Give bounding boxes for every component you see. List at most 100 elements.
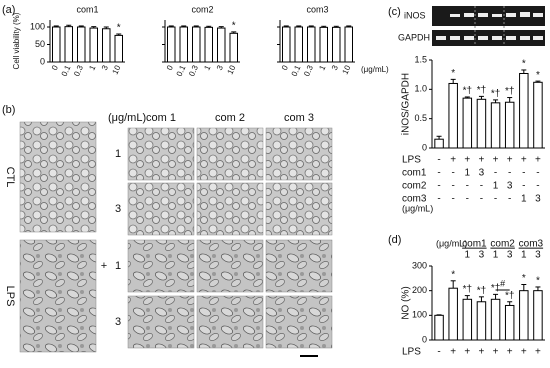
y-axis-label: iNOS/GAPDH: [401, 73, 412, 135]
column-header: com 3: [284, 112, 314, 124]
annotation: *†: [477, 285, 486, 296]
bar: [179, 26, 188, 63]
x-tick-label: 1: [317, 63, 327, 71]
bar: [533, 81, 543, 149]
table-cell: -: [452, 194, 455, 205]
column-header: com 1: [146, 112, 176, 124]
bar: [114, 34, 123, 63]
blot: [432, 6, 545, 46]
table-row-label: com3: [402, 194, 427, 205]
dose-label: 3: [115, 316, 121, 328]
table-cell: 3: [479, 168, 485, 179]
micrographs: [19, 121, 333, 353]
bar: [504, 304, 515, 341]
bar: [204, 26, 213, 63]
table-cell: -: [452, 168, 455, 179]
bar: [476, 301, 487, 341]
annotation: *: [232, 21, 236, 32]
y-tick-label: 0: [422, 142, 427, 152]
unit: (μg/mL): [108, 112, 146, 124]
bar: [229, 32, 238, 63]
table-cell: -: [452, 181, 455, 192]
row-label: LPS: [4, 286, 16, 307]
table-cell: -: [522, 168, 525, 179]
group-dose: 1: [493, 250, 499, 261]
x-tick-label: 0.1: [290, 63, 303, 77]
table-row-label: LPS: [402, 347, 421, 358]
y-tick-label: 100: [30, 21, 45, 31]
x-tick-label: 3: [215, 63, 225, 71]
annotation: *: [451, 269, 455, 280]
y-tick-label: 200: [412, 285, 427, 295]
group-label: com1: [462, 239, 487, 250]
bar: [476, 98, 487, 149]
bar: [282, 26, 291, 63]
table-cell: +: [535, 347, 541, 358]
table-cell: +: [535, 155, 541, 166]
bar: [434, 138, 444, 149]
table-cell: -: [437, 347, 440, 358]
x-tick-label: 10: [111, 63, 123, 75]
bar: [77, 26, 86, 63]
x-tick-label: 0.1: [175, 63, 188, 77]
annotation: *†: [477, 85, 486, 96]
bar: [319, 26, 328, 63]
table-cell: +: [479, 155, 485, 166]
x-tick-label: 1: [202, 63, 212, 71]
table-cell: +: [507, 155, 513, 166]
y-tick-label: 0: [40, 56, 45, 66]
y-tick-label: 300: [412, 260, 427, 270]
bar: [504, 101, 515, 149]
y-tick-label: 50: [35, 39, 45, 49]
bar: [490, 102, 501, 149]
note: #: [500, 278, 505, 288]
bar: [102, 28, 111, 63]
annotation: *†: [491, 283, 500, 294]
table-cell: -: [480, 194, 483, 205]
annotation: *†: [505, 86, 514, 97]
annotation: *†: [505, 290, 514, 301]
bar: [519, 290, 529, 341]
bar: [217, 27, 226, 63]
band-label: iNOS: [404, 10, 426, 20]
annotation: *: [536, 276, 540, 287]
group-label: com3: [519, 239, 544, 250]
x-tick-label: 0.3: [302, 63, 315, 77]
band-label: GAPDH: [398, 32, 430, 42]
table-cell: +: [450, 347, 456, 358]
dose-label: 3: [115, 203, 121, 215]
bar: [344, 26, 353, 63]
table-cell: -: [466, 181, 469, 192]
x-tick-label: 10: [341, 63, 353, 75]
chart-title: com3: [306, 4, 328, 14]
table-cell: +: [507, 347, 513, 358]
y-axis-label: Cell viability (%): [12, 12, 21, 69]
group-label: com2: [490, 239, 515, 250]
table-cell: 3: [507, 181, 513, 192]
annotation: *: [522, 273, 526, 284]
bar: [52, 26, 61, 63]
bar: [89, 27, 98, 63]
table-cell: +: [521, 155, 527, 166]
table-cell: -: [466, 194, 469, 205]
table-cell: -: [437, 181, 440, 192]
bar: [490, 298, 501, 341]
table-cell: -: [437, 155, 440, 166]
x-tick-label: 0: [165, 63, 175, 71]
table-cell: +: [450, 155, 456, 166]
table-row-label: com2: [402, 181, 427, 192]
table-cell: +: [521, 347, 527, 358]
table-cell: -: [536, 181, 539, 192]
table-cell: -: [522, 181, 525, 192]
table-cell: 1: [465, 168, 471, 179]
table-cell: -: [508, 168, 511, 179]
group-dose: 1: [465, 250, 471, 261]
group-dose: 3: [479, 250, 485, 261]
table-cell: -: [494, 168, 497, 179]
dose-label: 1: [115, 260, 121, 272]
group-dose: 3: [535, 250, 541, 261]
column-header: com 2: [215, 112, 245, 124]
bar: [167, 26, 176, 63]
table-row-label: com1: [402, 168, 427, 179]
